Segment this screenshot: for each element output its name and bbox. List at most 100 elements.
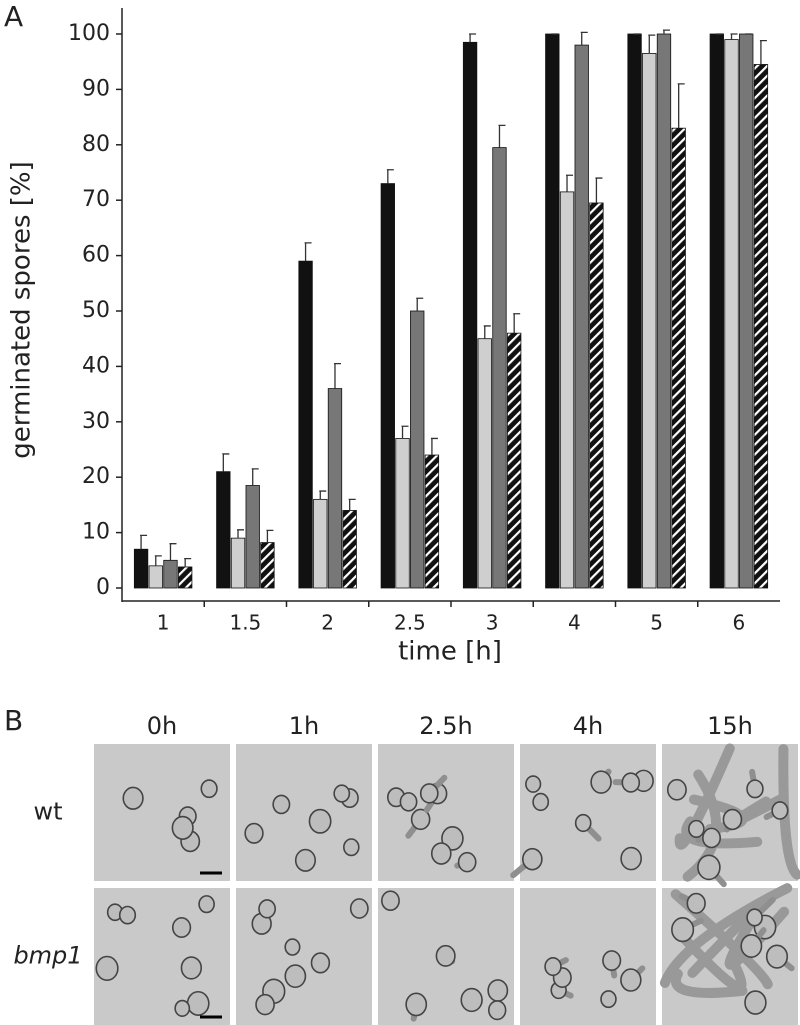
micrograph: [520, 888, 656, 1025]
spore: [198, 895, 215, 914]
micrograph: [94, 888, 230, 1025]
y-tick-label: 90: [82, 76, 110, 101]
spore: [441, 826, 464, 851]
spore: [122, 786, 144, 810]
spore: [620, 968, 642, 992]
bar: [627, 33, 642, 589]
error-bar: [483, 325, 491, 339]
bar: [559, 191, 575, 589]
x-tick-label: 1: [157, 611, 170, 635]
micrograph: [236, 888, 372, 1025]
spore: [118, 905, 137, 925]
bar: [327, 388, 343, 589]
error-bar: [759, 39, 767, 65]
spore: [174, 999, 191, 1017]
micrograph-bg: [520, 888, 656, 1025]
spore: [294, 848, 317, 872]
spore: [702, 827, 722, 849]
spore: [460, 987, 483, 1013]
micrograph: [378, 888, 514, 1025]
micrograph: [378, 744, 514, 881]
spore: [343, 838, 360, 857]
error-bar: [333, 362, 341, 389]
error-bar: [498, 124, 506, 148]
bar: [574, 44, 589, 589]
bar: [753, 64, 769, 589]
panel-label: A: [4, 0, 23, 33]
spore: [686, 892, 706, 914]
spore: [544, 957, 562, 977]
micrograph-bg: [94, 744, 230, 881]
spore: [620, 846, 642, 871]
y-tick-label: 40: [82, 353, 110, 378]
spore: [525, 775, 542, 793]
x-tick-label: 3: [486, 611, 499, 635]
micrograph: [510, 744, 656, 881]
hypha: [659, 883, 793, 988]
micrograph: [236, 744, 372, 881]
error-bar: [222, 453, 230, 472]
bar: [462, 41, 478, 589]
error-bar: [154, 555, 162, 566]
spore: [255, 993, 275, 1016]
bar: [298, 260, 313, 589]
spore: [487, 979, 509, 1002]
spore: [666, 778, 687, 801]
spore: [333, 784, 351, 803]
bar: [671, 127, 686, 589]
spore: [284, 938, 301, 956]
spore: [744, 990, 767, 1015]
spore: [349, 898, 369, 919]
spore: [284, 964, 307, 989]
spore: [746, 779, 764, 799]
error-bar: [386, 169, 394, 184]
spore: [600, 990, 617, 1009]
error-bar: [251, 468, 259, 486]
y-tick-label: 60: [82, 243, 110, 268]
bar: [477, 338, 492, 589]
spore: [697, 854, 721, 881]
bar: [642, 52, 657, 589]
hypha: [671, 968, 748, 998]
micrograph: [659, 883, 798, 1025]
bar: [410, 310, 425, 589]
error-bar: [730, 33, 738, 40]
spore: [771, 801, 789, 820]
spore: [310, 952, 331, 974]
bar: [133, 548, 149, 589]
spore: [688, 819, 705, 839]
micrograph: [662, 743, 800, 888]
error-bar: [319, 490, 327, 500]
x-tick-label: 2.5: [394, 611, 426, 635]
bar: [230, 537, 246, 589]
error-bar: [348, 498, 356, 511]
bar: [342, 510, 357, 589]
spore: [171, 815, 194, 840]
spore: [95, 955, 119, 982]
y-tick-label: 80: [82, 132, 110, 157]
hypha: [687, 913, 751, 978]
bar: [656, 33, 672, 589]
error-bar: [416, 297, 424, 311]
error-bar: [237, 529, 245, 539]
bar: [148, 565, 163, 589]
bar: [724, 39, 739, 589]
spore: [671, 916, 695, 943]
bar: [216, 471, 231, 589]
y-axis-title: germinated spores [%]: [7, 161, 37, 459]
spore: [621, 772, 641, 793]
error-bar: [662, 29, 670, 34]
spore: [521, 847, 543, 871]
y-tick-label: 70: [82, 187, 110, 212]
bar: [424, 454, 440, 589]
error-bar: [430, 437, 438, 456]
spore: [574, 813, 592, 833]
column-header: 15h: [707, 712, 753, 740]
spore: [186, 990, 210, 1016]
error-bar: [677, 83, 685, 129]
spore: [430, 842, 452, 865]
spore: [244, 822, 264, 844]
column-header: 0h: [147, 712, 177, 740]
bar: [178, 566, 193, 589]
error-bar: [266, 529, 274, 543]
